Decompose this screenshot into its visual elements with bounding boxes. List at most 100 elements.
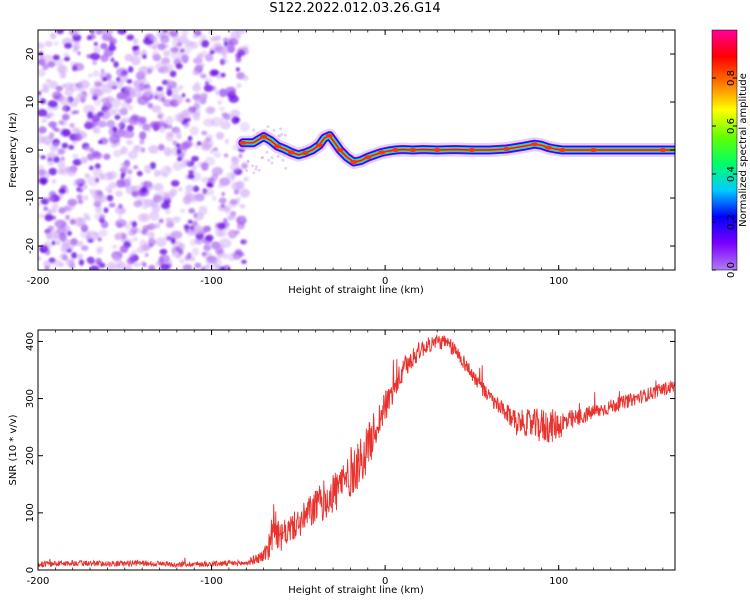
noise-blob <box>43 206 49 212</box>
noise-blob <box>58 64 68 74</box>
spectrogram-track <box>235 128 675 169</box>
noise-blob <box>103 207 109 214</box>
noise-blob <box>113 107 121 116</box>
snr-line <box>38 333 675 569</box>
noise-blob <box>41 245 48 250</box>
noise-blob <box>43 260 52 268</box>
noise-blob <box>96 246 104 252</box>
noise-blob <box>72 153 79 159</box>
noise-blob <box>92 70 100 77</box>
noise-blob <box>147 231 155 240</box>
noise-blob <box>230 30 239 38</box>
noise-blob <box>218 197 227 204</box>
noise-blob <box>84 121 93 128</box>
noise-blob <box>87 73 93 78</box>
noise-speck <box>246 159 250 163</box>
noise-blob <box>71 252 78 259</box>
noise-blob <box>58 188 66 195</box>
noise-blob <box>51 202 59 210</box>
noise-blob <box>95 30 103 35</box>
noise-blob <box>192 247 200 256</box>
noise-blob <box>127 150 138 160</box>
noise-blob <box>160 34 170 44</box>
noise-speck <box>272 128 276 132</box>
colorbar-frame <box>711 29 738 271</box>
noise-blob <box>115 190 123 197</box>
noise-blob <box>83 158 88 163</box>
noise-blob <box>47 61 56 68</box>
noise-blob <box>160 202 171 210</box>
noise-blob <box>147 223 157 231</box>
noise-blob <box>209 36 217 42</box>
spectrogram-x-label: Height of straight line (km) <box>288 285 424 296</box>
noise-blob <box>119 107 128 116</box>
noise-blob <box>98 140 103 145</box>
snr-plot-area <box>38 330 675 570</box>
noise-blob <box>239 204 244 209</box>
noise-blob <box>38 164 45 172</box>
noise-blob <box>148 145 159 154</box>
noise-blob <box>196 141 202 146</box>
noise-blob <box>183 118 189 123</box>
noise-blob <box>215 46 226 55</box>
colorbar-ticks: 0.0 0.2 0.4 0.6 0.8 <box>712 70 737 278</box>
noise-blob <box>61 129 71 137</box>
noise-blob <box>81 245 89 251</box>
noise-blob <box>122 265 133 270</box>
noise-blob <box>205 234 214 242</box>
noise-blob <box>111 244 118 249</box>
noise-blob <box>45 231 53 240</box>
noise-blob <box>141 147 146 153</box>
noise-blob <box>169 188 178 196</box>
noise-blob <box>90 52 101 61</box>
noise-blob <box>162 99 173 107</box>
noise-blob <box>147 238 156 247</box>
snr-y-tick-label: 100 <box>25 503 36 522</box>
noise-blob <box>120 232 127 240</box>
noise-blob <box>99 72 106 78</box>
noise-blob <box>48 111 55 117</box>
noise-blob <box>125 90 131 97</box>
snr-y-tick-label: 300 <box>25 389 36 408</box>
noise-blob <box>47 159 55 166</box>
noise-blob <box>175 63 183 70</box>
noise-blob <box>110 57 115 63</box>
noise-blob <box>139 131 147 140</box>
noise-blob <box>204 264 211 270</box>
noise-blob <box>151 50 160 60</box>
noise-blob <box>107 80 117 88</box>
noise-blob <box>182 109 193 117</box>
noise-blob <box>78 259 85 266</box>
noise-blob <box>127 169 133 175</box>
spectrogram-y-tick-label: 0 <box>25 147 36 153</box>
noise-blob <box>153 169 160 177</box>
noise-blob <box>49 80 58 90</box>
noise-blob <box>114 206 126 215</box>
noise-blob <box>61 238 71 246</box>
noise-blob <box>57 224 63 232</box>
noise-blob <box>120 174 125 180</box>
noise-blob <box>133 236 138 242</box>
noise-blob <box>61 106 66 112</box>
noise-blob <box>159 248 168 255</box>
noise-blob <box>131 191 139 197</box>
noise-blob <box>192 84 202 92</box>
noise-blob <box>147 68 153 75</box>
noise-blob <box>98 229 108 237</box>
noise-blob <box>59 96 72 106</box>
noise-blob <box>189 126 200 136</box>
noise-speck <box>251 164 255 168</box>
noise-blob <box>105 73 112 81</box>
noise-blob <box>119 132 126 138</box>
noise-blob <box>82 195 89 201</box>
track-spot <box>336 148 344 152</box>
noise-blob <box>38 213 45 219</box>
noise-blob <box>101 97 110 104</box>
noise-blob <box>137 212 151 223</box>
noise-speck <box>279 127 283 131</box>
noise-blob <box>194 237 203 245</box>
noise-blob <box>65 258 75 267</box>
track-spot <box>558 148 566 152</box>
noise-blob <box>183 121 190 128</box>
